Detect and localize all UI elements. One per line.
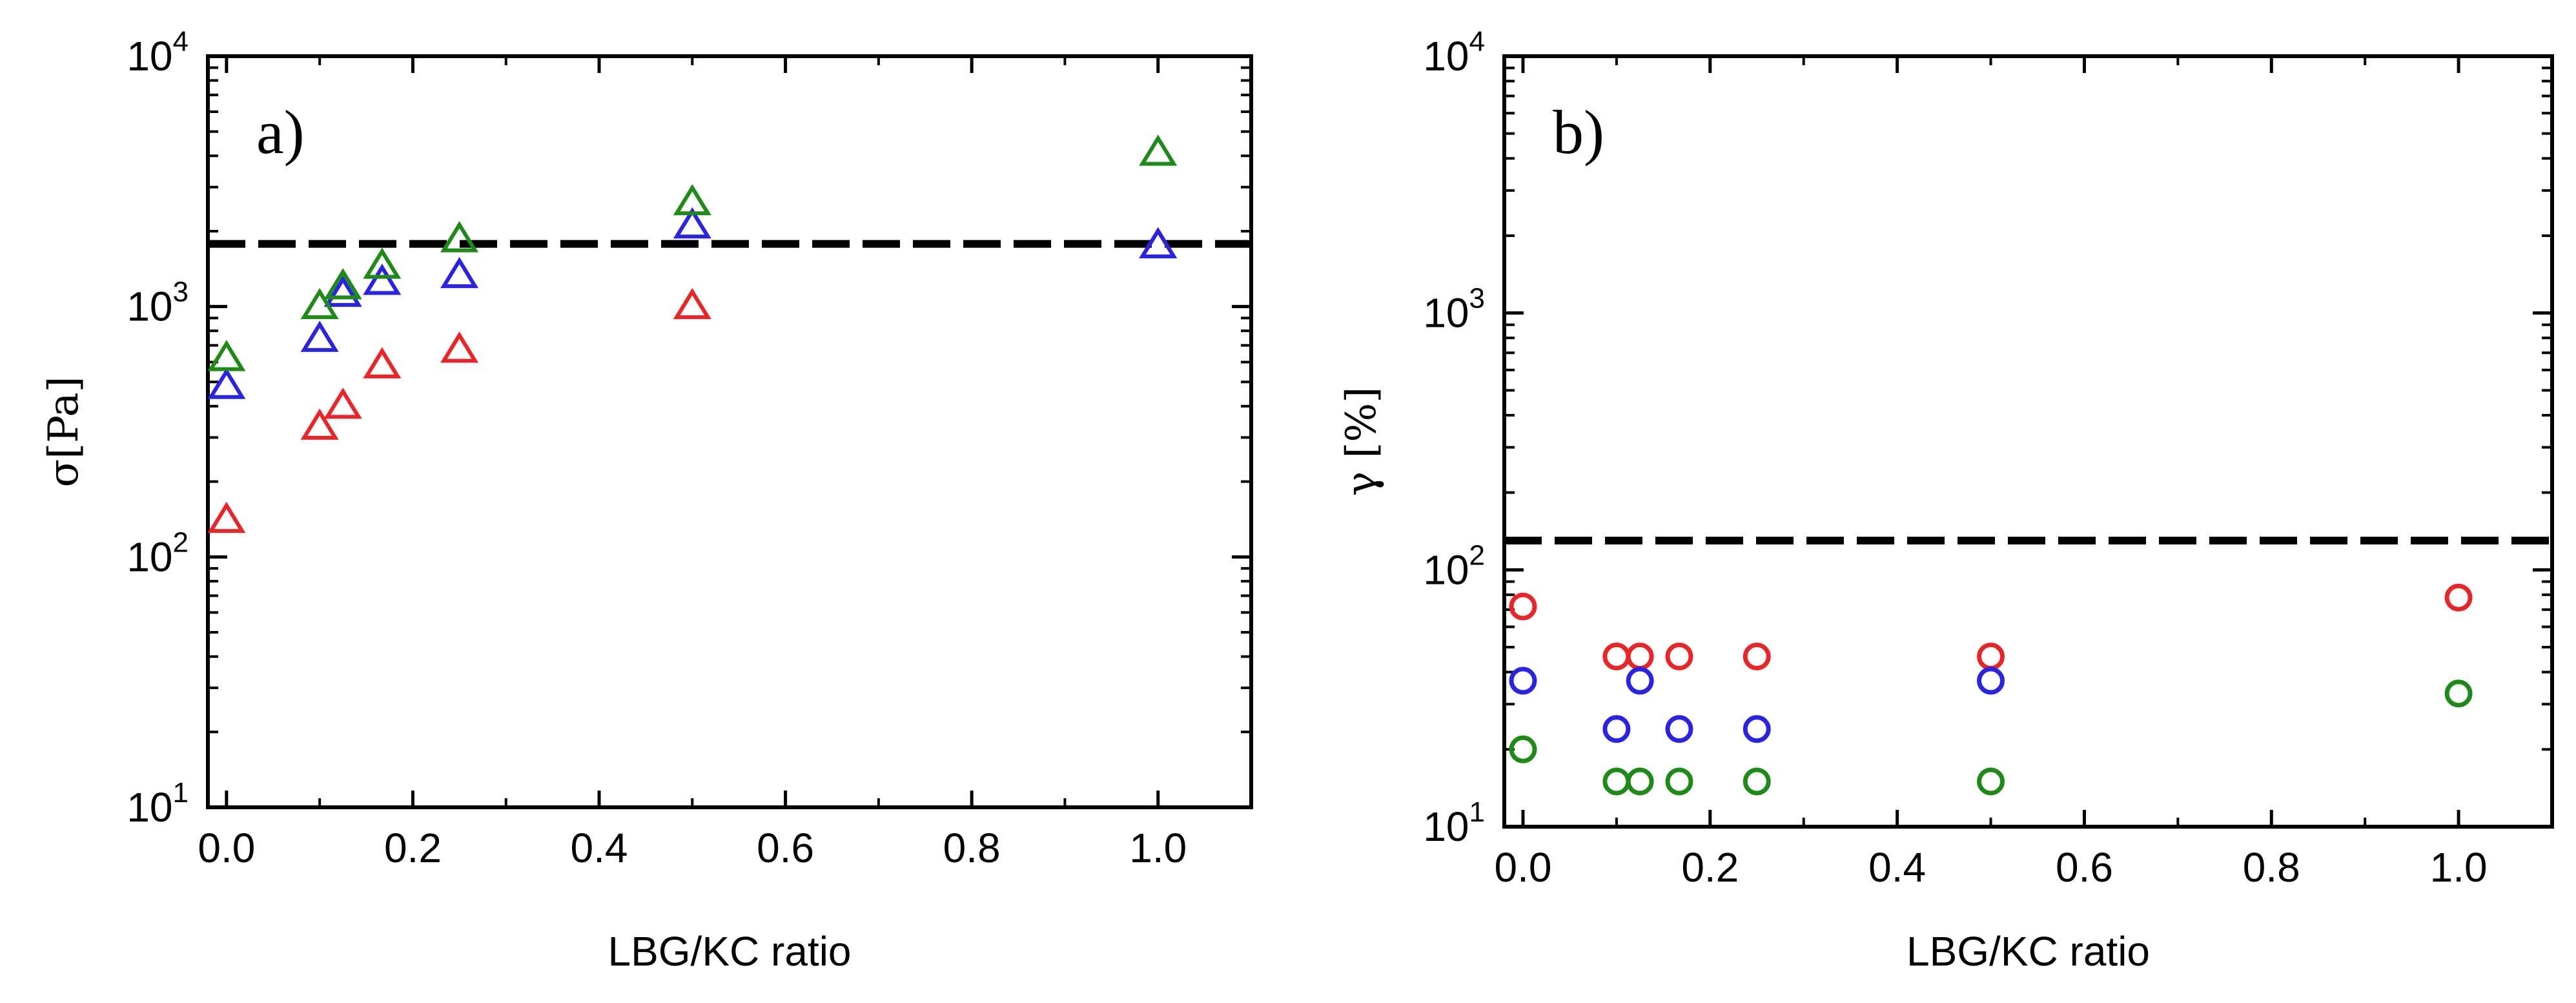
marker-green-circle xyxy=(1977,767,2005,796)
marker-red-triangle xyxy=(440,331,479,363)
panel-label: b) xyxy=(1553,98,1604,167)
marker-red-triangle xyxy=(673,287,711,320)
y-tick-exponent: 4 xyxy=(173,26,189,57)
x-tick-label: 1.0 xyxy=(2430,844,2488,891)
y-tick-exponent: 3 xyxy=(173,276,189,308)
y-tick-label: 101 xyxy=(127,777,189,831)
marker-green-triangle xyxy=(207,340,246,371)
marker-red-triangle xyxy=(323,388,362,419)
marker-blue-circle xyxy=(1743,715,1771,743)
y-tick-base: 10 xyxy=(1423,546,1469,593)
y-tick-base: 10 xyxy=(127,33,172,79)
marker-blue-triangle xyxy=(323,275,362,307)
y-tick-exponent: 2 xyxy=(173,526,189,558)
x-axis-title: LBG/KC ratio xyxy=(608,928,851,975)
marker-red-circle xyxy=(1602,642,1631,670)
marker-green-triangle xyxy=(300,287,339,320)
marker-green-circle xyxy=(2444,679,2473,708)
x-tick-label: 0.2 xyxy=(384,825,442,871)
marker-blue-triangle xyxy=(300,320,339,352)
marker-red-triangle xyxy=(207,501,246,533)
marker-blue-circle xyxy=(1665,715,1693,743)
marker-green-circle xyxy=(1743,767,1771,796)
y-tick-exponent: 2 xyxy=(1469,539,1485,571)
y-axis-title: γ [%] xyxy=(1338,387,1385,496)
marker-green-circle xyxy=(1509,735,1537,763)
x-tick-label: 0.0 xyxy=(1494,844,1551,891)
marker-green-triangle xyxy=(363,247,402,279)
marker-blue-triangle xyxy=(207,367,246,399)
y-tick-base: 10 xyxy=(1423,803,1469,850)
marker-green-triangle xyxy=(323,268,362,300)
marker-blue-triangle xyxy=(1139,227,1178,258)
marker-green-triangle xyxy=(673,183,711,216)
x-tick-label: 0.8 xyxy=(943,825,1001,871)
y-tick-base: 10 xyxy=(127,533,172,580)
y-tick-base: 10 xyxy=(1423,33,1469,79)
x-tick-label: 0.4 xyxy=(1868,844,1926,891)
x-tick-label: 0.6 xyxy=(2056,844,2113,891)
y-tick-exponent: 3 xyxy=(1469,283,1485,315)
y-tick-base: 10 xyxy=(127,284,172,330)
y-tick-label: 101 xyxy=(1423,796,1485,850)
marker-blue-triangle xyxy=(440,256,479,289)
plot-frame xyxy=(1502,54,2554,829)
marker-red-circle xyxy=(1626,642,1654,670)
marker-green-triangle xyxy=(1139,134,1178,166)
x-tick-label: 1.0 xyxy=(1129,825,1187,871)
y-tick-base: 10 xyxy=(127,784,172,831)
marker-red-circle xyxy=(1743,642,1771,670)
marker-blue-circle xyxy=(1509,667,1537,695)
y-tick-label: 104 xyxy=(127,26,189,79)
marker-blue-triangle xyxy=(363,264,402,295)
marker-green-triangle xyxy=(440,221,479,253)
marker-blue-circle xyxy=(1977,667,2005,695)
y-tick-label: 103 xyxy=(1423,283,1485,336)
x-tick-label: 0.6 xyxy=(757,825,814,871)
marker-red-triangle xyxy=(363,347,402,378)
x-tick-label: 0.0 xyxy=(198,825,255,871)
marker-blue-triangle xyxy=(673,207,711,239)
marker-blue-circle xyxy=(1602,715,1631,743)
y-tick-exponent: 1 xyxy=(1469,796,1485,828)
x-axis-title: LBG/KC ratio xyxy=(1906,928,2150,975)
x-tick-label: 0.8 xyxy=(2243,844,2300,891)
x-tick-label: 0.4 xyxy=(571,825,628,871)
marker-green-circle xyxy=(1602,767,1631,796)
y-tick-base: 10 xyxy=(1423,290,1469,336)
y-tick-exponent: 4 xyxy=(1469,26,1485,57)
y-tick-exponent: 1 xyxy=(173,777,189,809)
marker-red-circle xyxy=(2444,583,2473,612)
marker-red-triangle xyxy=(300,408,339,440)
marker-red-circle xyxy=(1509,592,1537,621)
y-axis-title: σ[Pa] xyxy=(40,377,88,488)
x-tick-label: 0.2 xyxy=(1681,844,1739,891)
marker-blue-circle xyxy=(1626,667,1654,695)
y-tick-label: 103 xyxy=(127,276,189,330)
marker-green-circle xyxy=(1665,767,1693,796)
y-tick-label: 102 xyxy=(127,526,189,580)
marker-red-circle xyxy=(1665,642,1693,670)
plot-frame xyxy=(206,54,1253,809)
panel-label: a) xyxy=(256,98,305,167)
marker-green-circle xyxy=(1626,767,1654,796)
y-tick-label: 102 xyxy=(1423,539,1485,593)
marker-red-circle xyxy=(1977,642,2005,670)
y-tick-label: 104 xyxy=(1423,26,1485,79)
